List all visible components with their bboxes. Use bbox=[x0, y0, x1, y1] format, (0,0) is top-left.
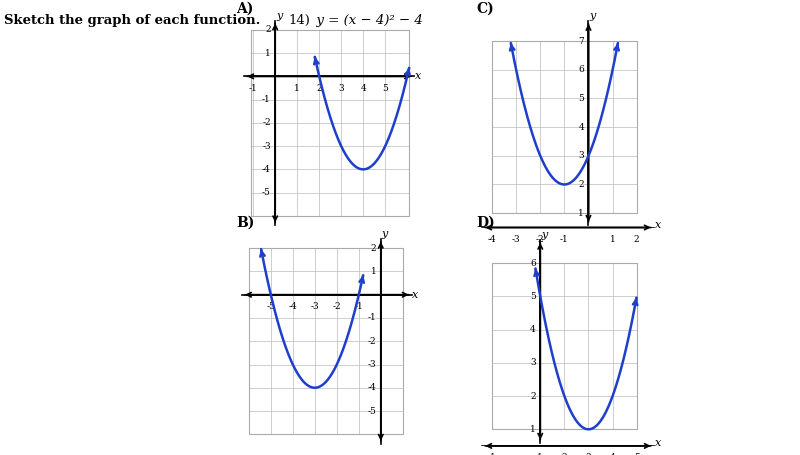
Text: 2: 2 bbox=[578, 180, 584, 189]
Text: 4: 4 bbox=[360, 84, 366, 93]
Text: -5: -5 bbox=[262, 188, 270, 197]
Bar bbox=[251, 30, 410, 216]
Text: y: y bbox=[590, 11, 596, 21]
Text: x: x bbox=[654, 220, 661, 230]
Text: -2: -2 bbox=[368, 337, 377, 346]
Text: 6: 6 bbox=[530, 259, 536, 268]
Text: 4: 4 bbox=[610, 453, 615, 455]
Text: 14): 14) bbox=[288, 14, 310, 27]
Text: -3: -3 bbox=[310, 302, 319, 311]
Text: x: x bbox=[415, 71, 421, 81]
Text: 3: 3 bbox=[530, 359, 536, 367]
Text: 1: 1 bbox=[370, 267, 377, 276]
Text: 1: 1 bbox=[294, 84, 300, 93]
Text: -3: -3 bbox=[512, 235, 521, 244]
Bar bbox=[492, 263, 637, 429]
Text: 5: 5 bbox=[530, 292, 536, 301]
Text: x: x bbox=[412, 290, 418, 300]
Text: 4: 4 bbox=[578, 123, 584, 131]
Text: y: y bbox=[382, 229, 388, 239]
Text: -1: -1 bbox=[488, 453, 497, 455]
Text: Sketch the graph of each function.: Sketch the graph of each function. bbox=[4, 14, 260, 27]
Text: 2: 2 bbox=[562, 453, 567, 455]
Text: D): D) bbox=[476, 216, 494, 230]
Text: -1: -1 bbox=[262, 95, 270, 104]
Text: -2: -2 bbox=[536, 235, 545, 244]
Text: 5: 5 bbox=[634, 453, 640, 455]
Text: -2: -2 bbox=[333, 302, 341, 311]
Text: -1: -1 bbox=[368, 313, 377, 323]
Text: 2: 2 bbox=[634, 235, 639, 244]
Text: -3: -3 bbox=[262, 142, 270, 151]
Text: 5: 5 bbox=[578, 94, 584, 103]
Text: 3: 3 bbox=[578, 152, 584, 160]
Text: -4: -4 bbox=[289, 302, 297, 311]
Text: C): C) bbox=[476, 2, 494, 16]
Text: y: y bbox=[542, 230, 548, 240]
Text: -5: -5 bbox=[266, 302, 275, 311]
Text: 2: 2 bbox=[316, 84, 322, 93]
Text: -5: -5 bbox=[367, 406, 377, 415]
Text: 1: 1 bbox=[530, 425, 536, 434]
Bar bbox=[492, 41, 637, 213]
Bar bbox=[249, 248, 403, 434]
Text: 7: 7 bbox=[578, 37, 584, 46]
Text: 2: 2 bbox=[530, 392, 536, 400]
Text: -2: -2 bbox=[262, 118, 270, 127]
Text: A): A) bbox=[236, 2, 254, 16]
Text: -4: -4 bbox=[262, 165, 270, 174]
Text: 5: 5 bbox=[382, 84, 388, 93]
Text: -1: -1 bbox=[354, 302, 363, 311]
Text: -1: -1 bbox=[249, 84, 258, 93]
Text: 1: 1 bbox=[610, 235, 615, 244]
Text: -1: -1 bbox=[560, 235, 569, 244]
Text: -4: -4 bbox=[368, 383, 377, 392]
Text: 2: 2 bbox=[265, 25, 270, 34]
Text: 3: 3 bbox=[586, 453, 591, 455]
Text: -3: -3 bbox=[368, 360, 377, 369]
Text: x: x bbox=[654, 438, 661, 448]
Text: 2: 2 bbox=[370, 244, 377, 253]
Text: 1: 1 bbox=[578, 209, 584, 217]
Text: y = (x − 4)² − 4: y = (x − 4)² − 4 bbox=[308, 14, 422, 27]
Text: -4: -4 bbox=[488, 235, 497, 244]
Text: 6: 6 bbox=[578, 66, 584, 74]
Text: 4: 4 bbox=[530, 325, 536, 334]
Text: 1: 1 bbox=[265, 49, 270, 58]
Text: 1: 1 bbox=[538, 453, 543, 455]
Text: 3: 3 bbox=[338, 84, 344, 93]
Text: y: y bbox=[276, 10, 282, 20]
Text: B): B) bbox=[236, 216, 254, 230]
